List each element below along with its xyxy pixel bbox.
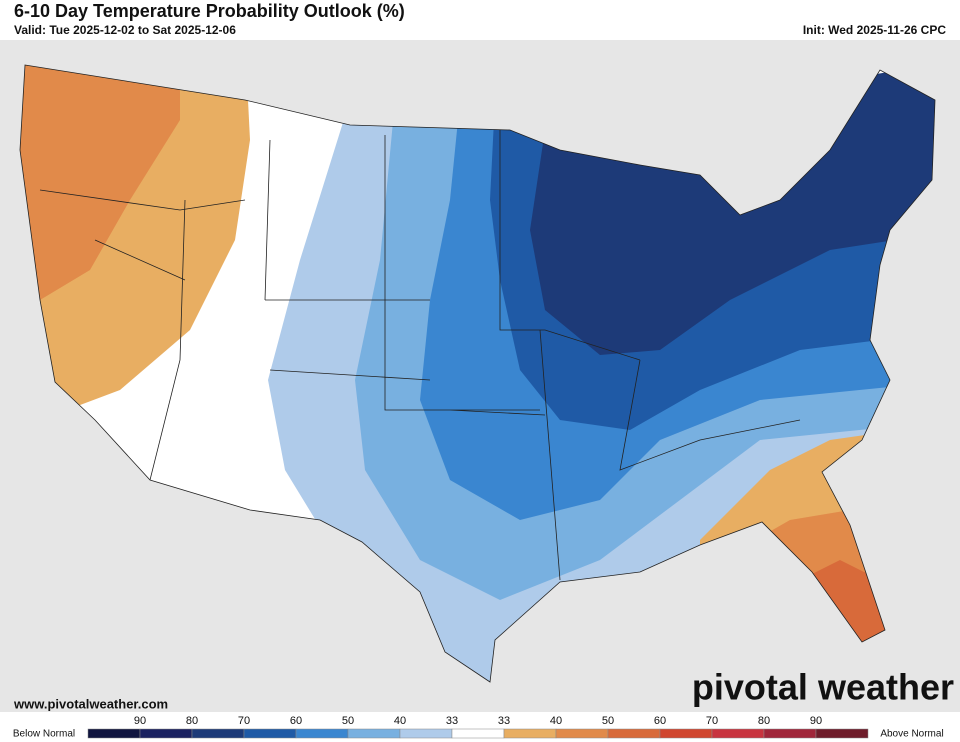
legend-swatch <box>503 728 557 739</box>
legend-above-label: Above Normal <box>880 729 943 740</box>
legend-swatch <box>243 728 297 739</box>
legend-tick-label: 33 <box>498 715 510 727</box>
legend-swatch <box>763 728 817 739</box>
legend-swatch <box>295 728 349 739</box>
legend-below-label: Below Normal <box>13 729 75 740</box>
header-bg <box>0 0 960 40</box>
legend-swatch <box>815 728 869 739</box>
legend-swatch <box>659 728 713 739</box>
legend-swatch <box>607 728 661 739</box>
legend-tick-label: 60 <box>290 715 302 727</box>
legend-swatch <box>399 728 453 739</box>
legend-tick-label: 90 <box>134 715 146 727</box>
country-outline <box>19 64 936 683</box>
title: 6-10 Day Temperature Probability Outlook… <box>14 1 405 21</box>
legend-tick-label: 80 <box>186 715 198 727</box>
legend-tick-label: 40 <box>550 715 562 727</box>
legend-swatch <box>191 728 245 739</box>
legend-tick-label: 50 <box>602 715 614 727</box>
legend-swatch <box>711 728 765 739</box>
legend-tick-label: 90 <box>810 715 822 727</box>
init-time: Init: Wed 2025-11-26 CPC <box>803 23 946 37</box>
legend-tick-label: 80 <box>758 715 770 727</box>
legend-tick-label: 70 <box>706 715 718 727</box>
legend-tick-label: 33 <box>446 715 458 727</box>
legend-swatch <box>555 728 609 739</box>
legend-tick-label: 70 <box>238 715 250 727</box>
legend-tick-label: 60 <box>654 715 666 727</box>
state-lines <box>39 130 801 581</box>
legend-swatch <box>347 728 401 739</box>
valid-time: Valid: Tue 2025-12-02 to Sat 2025-12-06 <box>14 23 236 37</box>
site-url: www.pivotalweather.com <box>13 696 168 711</box>
legend: 90 80 70 60 50 40 33 33 40 50 60 70 80 90 <box>87 715 869 739</box>
logo: pivotal weather <box>692 667 954 708</box>
legend-tick-label: 50 <box>342 715 354 727</box>
legend-swatch <box>139 728 193 739</box>
legend-swatch <box>451 728 505 739</box>
legend-tick-label: 40 <box>394 715 406 727</box>
legend-swatch <box>87 728 141 739</box>
